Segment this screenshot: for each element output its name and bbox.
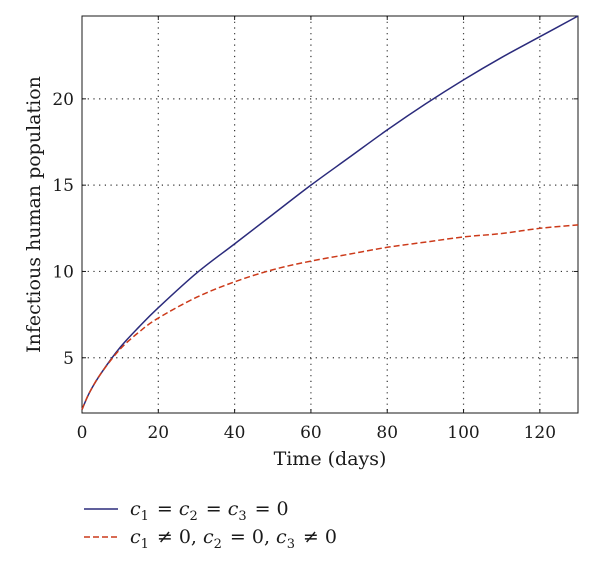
- y-axis-label: Infectious human population: [23, 76, 45, 353]
- x-tick-label: 120: [524, 423, 556, 443]
- y-tick-label: 20: [52, 90, 74, 110]
- x-axis-label: Time (days): [274, 448, 387, 470]
- y-tick-label: 5: [63, 349, 74, 369]
- y-tick-label: 15: [52, 176, 74, 196]
- y-tick-label: 10: [52, 262, 74, 282]
- x-tick-label: 20: [147, 423, 169, 443]
- grid: [82, 16, 578, 413]
- x-tick-label: 100: [447, 423, 479, 443]
- x-tick-label: 40: [224, 423, 246, 443]
- series-lines: [81, 15, 579, 410]
- plot-frame: [81, 15, 579, 414]
- x-tick-label: 60: [300, 423, 322, 443]
- series-line-2: [81, 224, 579, 410]
- axis-ticks: 0 20 40 60 80 100 120 5 10 15 20: [52, 16, 578, 443]
- legend: c1 = c2 = c3 = 0c1 ≠ 0, c2 = 0, c3 ≠ 0: [84, 498, 337, 552]
- legend-label-2: c1 ≠ 0, c2 = 0, c3 ≠ 0: [130, 526, 337, 552]
- series-line-1: [81, 15, 579, 410]
- legend-label-1: c1 = c2 = c3 = 0: [130, 498, 289, 524]
- x-tick-label: 80: [376, 423, 398, 443]
- x-tick-label: 0: [77, 423, 88, 443]
